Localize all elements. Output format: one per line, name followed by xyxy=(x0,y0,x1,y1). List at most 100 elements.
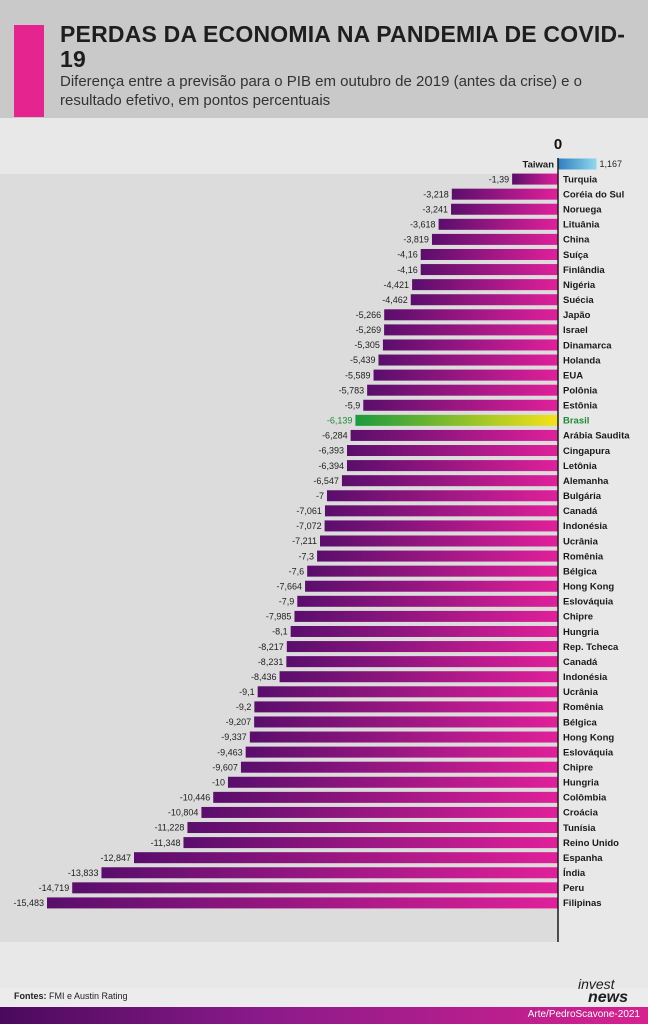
bar xyxy=(512,173,558,185)
bar xyxy=(317,550,558,562)
value-label: -3,218 xyxy=(423,189,449,199)
category-label: Arábia Saudita xyxy=(563,431,630,442)
value-label: -9,207 xyxy=(226,717,252,727)
category-label: Hong Kong xyxy=(563,732,614,743)
value-label: -6,547 xyxy=(313,476,339,486)
category-label: Hungria xyxy=(563,627,600,638)
bar xyxy=(183,837,558,849)
value-label: -5,783 xyxy=(339,385,365,395)
value-label: -4,421 xyxy=(384,280,410,290)
value-label: -10,804 xyxy=(168,808,199,818)
accent-bar xyxy=(14,25,44,117)
category-label: Estônia xyxy=(563,401,598,412)
category-label: Noruega xyxy=(563,205,602,216)
bar xyxy=(213,791,558,803)
category-label: Indonésia xyxy=(563,521,608,532)
category-label: Suíça xyxy=(563,250,589,261)
value-label: -7,9 xyxy=(279,597,295,607)
category-label: Turquia xyxy=(563,174,598,185)
category-label: Croácia xyxy=(563,808,599,819)
category-label: Holanda xyxy=(563,355,601,366)
bar xyxy=(558,158,597,170)
value-label: -7,985 xyxy=(266,612,292,622)
category-label: Filipinas xyxy=(563,898,602,909)
investnews-logo: invest news xyxy=(578,976,638,1006)
value-label: -5,305 xyxy=(354,340,380,350)
category-label: Índia xyxy=(563,868,586,879)
category-label: Indonésia xyxy=(563,672,608,683)
bar xyxy=(384,309,558,321)
bar xyxy=(245,746,558,758)
category-label: Ucrânia xyxy=(563,687,599,698)
header-band xyxy=(0,0,648,118)
bar xyxy=(384,324,558,336)
bottom-band xyxy=(0,1007,648,1024)
category-label: Chipre xyxy=(563,612,593,623)
value-label: -6,394 xyxy=(318,461,344,471)
bar xyxy=(347,445,558,457)
category-label: Bulgária xyxy=(563,491,602,502)
value-label: -13,833 xyxy=(68,868,99,878)
value-label: -6,393 xyxy=(318,446,344,456)
bar xyxy=(249,731,558,743)
value-label: -10 xyxy=(212,777,225,787)
bar xyxy=(305,580,558,592)
category-label: Eslováquia xyxy=(563,597,614,608)
category-label: Japão xyxy=(563,310,591,321)
value-label: -7,664 xyxy=(277,581,303,591)
value-label: -7,061 xyxy=(296,506,322,516)
bar xyxy=(47,897,558,909)
logo-top: invest xyxy=(578,976,615,992)
value-label: -6,284 xyxy=(322,431,348,441)
chart-title: PERDAS DA ECONOMIA NA PANDEMIA DE COVID-… xyxy=(60,21,626,72)
category-label: EUA xyxy=(563,370,583,381)
bar xyxy=(290,625,558,637)
value-label: -9,463 xyxy=(217,747,243,757)
category-label: Finlândia xyxy=(563,265,605,276)
value-label: -3,819 xyxy=(403,235,429,245)
value-label: -3,241 xyxy=(423,204,449,214)
value-label: -9,2 xyxy=(236,702,252,712)
bar xyxy=(355,414,558,426)
category-label: Taiwan xyxy=(523,159,555,170)
category-label: Romênia xyxy=(563,702,604,713)
category-label: Canadá xyxy=(563,506,598,517)
value-label: -5,269 xyxy=(356,325,382,335)
category-label: Ucrânia xyxy=(563,536,599,547)
value-label: 1,167 xyxy=(600,159,623,169)
bar xyxy=(420,248,558,260)
category-label: Cingapura xyxy=(563,446,611,457)
value-label: -9,1 xyxy=(239,687,255,697)
zero-tick-label: 0 xyxy=(554,136,562,153)
category-label: Romênia xyxy=(563,551,604,562)
value-label: -8,436 xyxy=(251,672,277,682)
bar xyxy=(378,354,558,366)
category-label: Reino Unido xyxy=(563,838,619,849)
bar xyxy=(294,610,558,622)
bar xyxy=(431,233,558,245)
bar xyxy=(320,535,558,547)
bar xyxy=(350,429,558,441)
value-label: -5,439 xyxy=(350,355,376,365)
value-label: -15,483 xyxy=(13,898,44,908)
bar xyxy=(257,686,558,698)
value-label: -7,211 xyxy=(292,536,317,546)
bar xyxy=(101,867,559,879)
bar xyxy=(324,505,558,517)
bar xyxy=(297,595,558,607)
bar xyxy=(410,294,558,306)
category-label: Chipre xyxy=(563,763,593,774)
value-label: -7 xyxy=(316,491,324,501)
value-label: -4,16 xyxy=(397,250,418,260)
bar xyxy=(187,822,558,834)
category-label: Tunísia xyxy=(563,823,596,834)
bar xyxy=(227,776,558,788)
bar xyxy=(412,279,558,291)
value-label: -5,589 xyxy=(345,370,371,380)
bar xyxy=(201,806,559,818)
bar xyxy=(373,369,558,381)
bar xyxy=(254,716,558,728)
category-label: China xyxy=(563,235,590,246)
value-label: -1,39 xyxy=(489,174,510,184)
bar xyxy=(72,882,558,894)
